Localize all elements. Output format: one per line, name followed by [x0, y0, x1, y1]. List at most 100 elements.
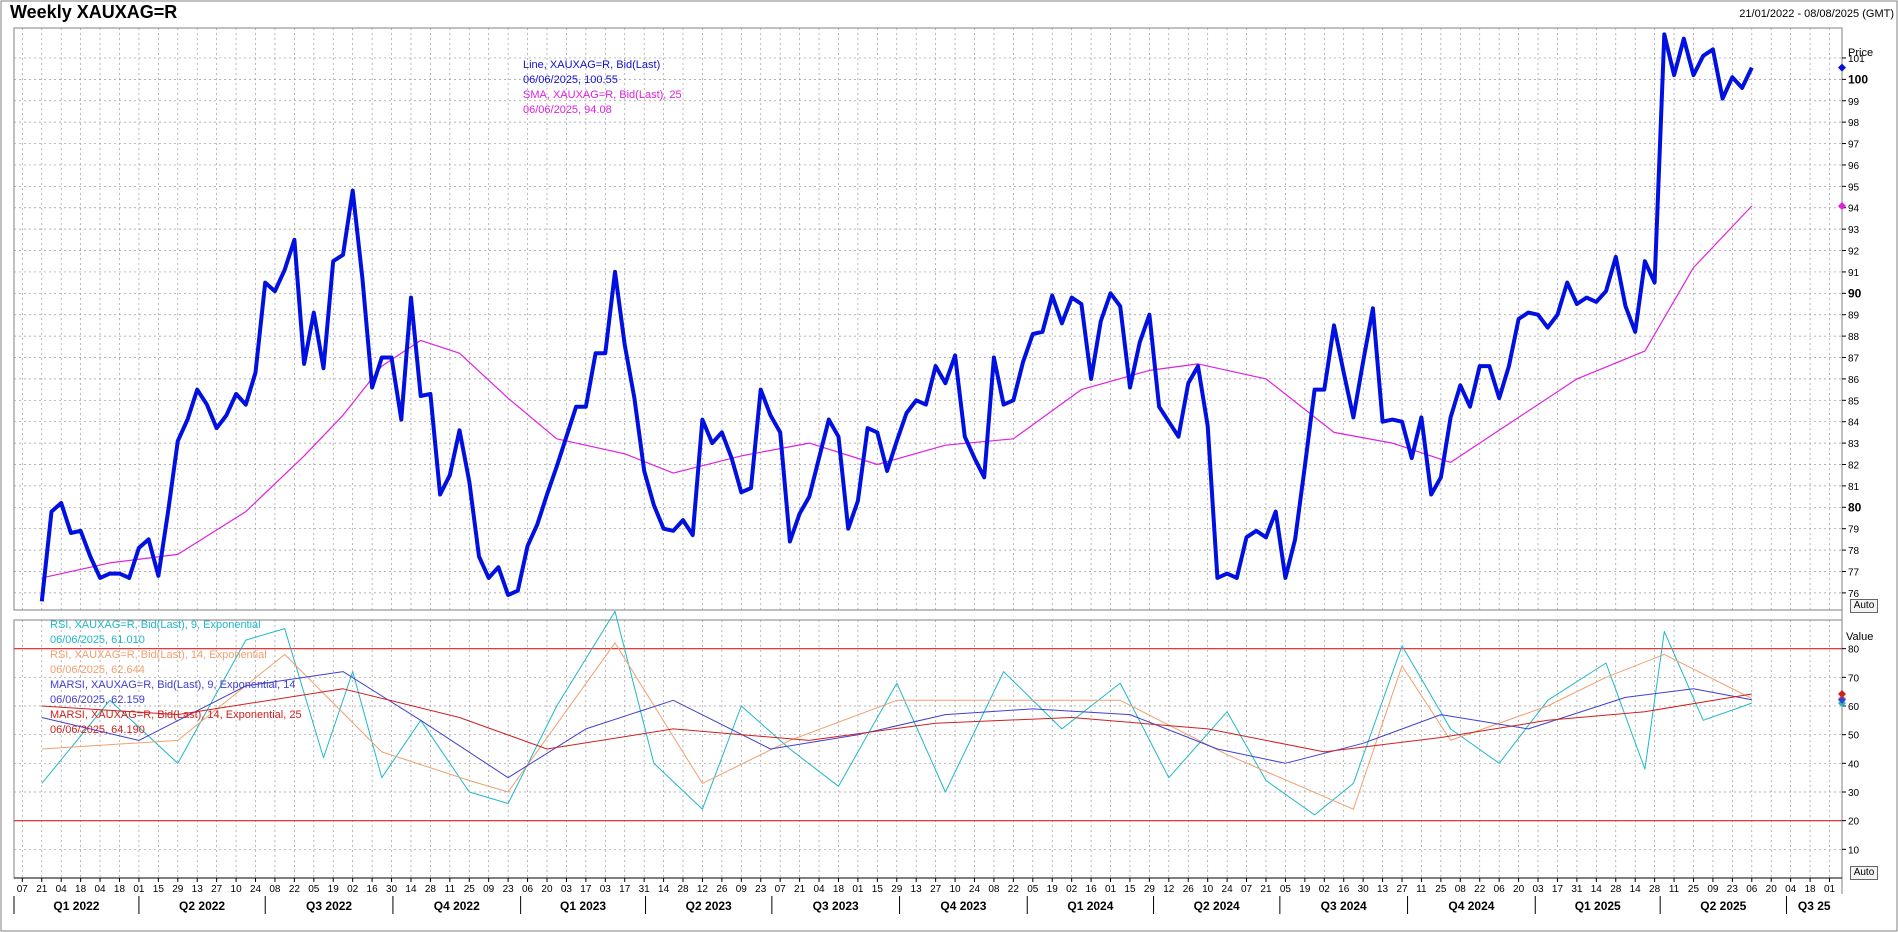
x-week-label: 08 — [988, 884, 1000, 895]
x-week-label: 10 — [1202, 884, 1214, 895]
x-week-label: 30 — [386, 884, 398, 895]
x-week-label: 23 — [503, 884, 515, 895]
value-tick-label: 10 — [1848, 845, 1860, 856]
sma-25-line-last-marker — [1838, 202, 1846, 211]
date-range: 21/01/2022 - 08/08/2025 (GMT) — [1739, 8, 1894, 20]
indicator-panel-frame — [13, 619, 1843, 879]
value-tick-label: 70 — [1848, 673, 1860, 684]
x-week-label: 24 — [969, 884, 981, 895]
x-week-label: 17 — [580, 884, 592, 895]
x-week-label: 09 — [736, 884, 748, 895]
x-week-label: 09 — [1707, 884, 1719, 895]
price-tick-label: 78 — [1848, 546, 1860, 557]
price-tick-label: 94 — [1848, 204, 1860, 215]
price-tick-label: 88 — [1848, 332, 1860, 343]
quarter-label: Q3 2024 — [1321, 899, 1367, 913]
value-tick-label: 40 — [1848, 759, 1860, 770]
legend-rsi14-value: 06/06/2025, 62.644 — [50, 664, 145, 676]
x-week-label: 06 — [1746, 884, 1758, 895]
x-week-label: 13 — [1377, 884, 1389, 895]
quarter-label: Q1 2023 — [560, 899, 606, 913]
price-tick-label: 87 — [1848, 354, 1860, 365]
x-week-label: 16 — [367, 884, 379, 895]
value-tick-label: 50 — [1848, 731, 1860, 742]
quarter-label: Q1 2024 — [1067, 899, 1113, 913]
x-week-label: 11 — [445, 884, 456, 895]
x-week-label: 23 — [1727, 884, 1739, 895]
x-week-label: 05 — [1280, 884, 1292, 895]
price-axis-title: Price — [1848, 47, 1873, 59]
x-week-label: 25 — [1435, 884, 1447, 895]
x-week-label: 26 — [716, 884, 728, 895]
x-week-label: 09 — [483, 884, 495, 895]
price-tick-label: 76 — [1848, 589, 1860, 600]
price-tick-label: 96 — [1848, 161, 1860, 172]
quarter-label: Q4 2022 — [434, 899, 480, 913]
rsi-9-line — [41, 610, 1752, 816]
x-week-label: 29 — [891, 884, 903, 895]
legend-rsi9-series: RSI, XAUXAG=R, Bid(Last), 9, Exponential — [50, 619, 261, 631]
x-week-label: 10 — [950, 884, 962, 895]
price-tick-label: 99 — [1848, 97, 1860, 108]
sma-25-line — [41, 205, 1753, 579]
value-tick-label: 30 — [1848, 788, 1860, 799]
price-tick-label: 80 — [1848, 500, 1862, 514]
price-tick-label: 95 — [1848, 182, 1860, 193]
price-tick-label: 81 — [1848, 482, 1860, 493]
x-week-label: 18 — [1805, 884, 1817, 895]
legend-line-series: Line, XAUXAG=R, Bid(Last) — [523, 59, 661, 71]
marsi-14-line — [41, 688, 1752, 753]
x-week-label: 03 — [600, 884, 612, 895]
x-week-label: 18 — [833, 884, 845, 895]
value-tick-label: 60 — [1848, 702, 1860, 713]
x-week-label: 24 — [250, 884, 262, 895]
value-tick-label: 20 — [1848, 817, 1860, 828]
price-legend: Line, XAUXAG=R, Bid(Last) 06/06/2025, 10… — [523, 58, 682, 118]
x-week-label: 13 — [911, 884, 923, 895]
price-tick-label: 86 — [1848, 375, 1860, 386]
x-week-label: 01 — [1824, 884, 1836, 895]
x-week-label: 27 — [1396, 884, 1408, 895]
x-week-label: 06 — [522, 884, 534, 895]
x-week-label: 22 — [1008, 884, 1020, 895]
vertical-grid — [14, 28, 1842, 878]
x-week-label: 10 — [231, 884, 243, 895]
x-week-label: 27 — [211, 884, 223, 895]
rsi-14-line — [41, 642, 1753, 810]
x-week-label: 07 — [17, 884, 29, 895]
x-week-label: 28 — [677, 884, 689, 895]
x-week-label: 29 — [1144, 884, 1156, 895]
legend-sma-value: 06/06/2025, 94.08 — [523, 104, 612, 116]
x-week-label: 17 — [1552, 884, 1564, 895]
x-week-label: 02 — [1066, 884, 1078, 895]
x-week-label: 21 — [36, 884, 48, 895]
price-tick-label: 79 — [1848, 525, 1860, 536]
x-week-label: 24 — [1222, 884, 1234, 895]
legend-marsi9-series: MARSI, XAUXAG=R, Bid(Last), 9, Exponenti… — [50, 679, 296, 691]
marsi-9-line-last-marker — [1838, 695, 1846, 704]
quarter-label: Q2 2025 — [1700, 899, 1746, 913]
x-week-label: 11 — [1416, 884, 1427, 895]
x-week-label: 31 — [1571, 884, 1583, 895]
legend-rsi9-value: 06/06/2025, 61.010 — [50, 634, 145, 646]
x-week-label: 20 — [1513, 884, 1525, 895]
x-week-label: 05 — [308, 884, 320, 895]
x-week-label: 04 — [813, 884, 825, 895]
price-auto-scale-button[interactable]: Auto — [1850, 599, 1878, 613]
x-week-label: 25 — [464, 884, 476, 895]
x-week-label: 03 — [1532, 884, 1544, 895]
x-week-label: 22 — [289, 884, 301, 895]
x-week-label: 18 — [114, 884, 126, 895]
indicator-auto-scale-button[interactable]: Auto — [1850, 866, 1878, 880]
price-tick-label: 100 — [1848, 72, 1868, 86]
legend-marsi14-value: 06/06/2025, 64.190 — [50, 724, 145, 736]
price-tick-label: 83 — [1848, 439, 1860, 450]
x-week-label: 20 — [1766, 884, 1778, 895]
x-week-label: 04 — [1785, 884, 1797, 895]
x-week-label: 27 — [930, 884, 942, 895]
price-tick-label: 82 — [1848, 461, 1860, 472]
x-week-label: 16 — [1086, 884, 1098, 895]
x-week-label: 01 — [1105, 884, 1117, 895]
quarter-label: Q4 2024 — [1448, 899, 1494, 913]
